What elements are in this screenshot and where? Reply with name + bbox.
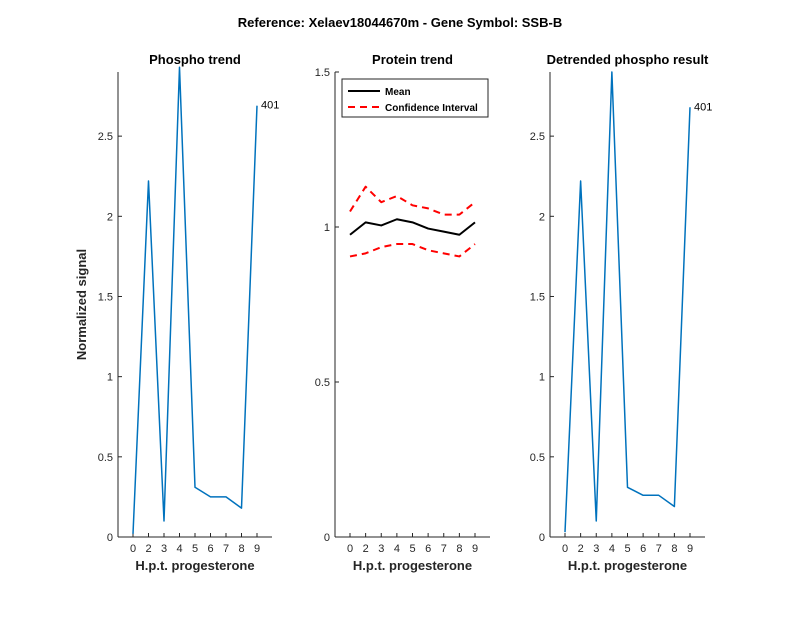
y-tick-label: 1.5 xyxy=(98,291,113,303)
x-tick-label: 3 xyxy=(378,543,384,555)
x-tick-label: 0 xyxy=(347,543,353,555)
legend-box xyxy=(341,78,489,118)
y-tick-label: 0 xyxy=(107,532,113,544)
subplot-title: Phospho trend xyxy=(149,52,241,67)
x-tick-label: 7 xyxy=(223,543,229,555)
legend-entry: Confidence Interval xyxy=(385,103,478,114)
y-tick-label: 0.5 xyxy=(530,452,545,464)
legend-entry: Mean xyxy=(385,87,411,98)
x-tick-label: 6 xyxy=(207,543,213,555)
x-tick-label: 5 xyxy=(624,543,630,555)
figure-suptitle: Reference: Xelaev18044670m - Gene Symbol… xyxy=(238,15,562,30)
x-tick-label: 7 xyxy=(656,543,662,555)
y-tick-label: 1.5 xyxy=(530,291,545,303)
x-tick-label: 3 xyxy=(593,543,599,555)
series-line xyxy=(132,66,258,534)
series-line xyxy=(564,71,691,533)
x-tick-label: 5 xyxy=(409,543,415,555)
x-tick-label: 0 xyxy=(562,543,568,555)
y-tick-label: 1 xyxy=(107,372,113,384)
x-tick-label: 8 xyxy=(238,543,244,555)
x-tick-label: 4 xyxy=(176,543,182,555)
x-tick-label: 8 xyxy=(671,543,677,555)
x-axis-label: H.p.t. progesterone xyxy=(353,558,472,573)
x-tick-label: 7 xyxy=(441,543,447,555)
x-tick-label: 2 xyxy=(145,543,151,555)
y-tick-label: 0 xyxy=(324,532,330,544)
x-tick-label: 8 xyxy=(456,543,462,555)
y-tick-label: 1.5 xyxy=(315,67,330,79)
series-line xyxy=(349,243,476,258)
y-tick-label: 0.5 xyxy=(315,377,330,389)
x-tick-label: 5 xyxy=(192,543,198,555)
subplot-title: Detrended phospho result xyxy=(547,52,709,67)
y-tick-label: 1 xyxy=(324,222,330,234)
point-annotation: 401 xyxy=(261,100,279,112)
legend: Mean Confidence Interval xyxy=(341,78,489,118)
series-line xyxy=(349,218,476,236)
subplot-title: Protein trend xyxy=(372,52,453,67)
x-tick-label: 9 xyxy=(254,543,260,555)
y-axis-label: Normalized signal xyxy=(74,249,89,360)
y-tick-label: 2 xyxy=(107,211,113,223)
y-tick-label: 0 xyxy=(539,532,545,544)
y-tick-label: 1 xyxy=(539,372,545,384)
y-tick-label: 2 xyxy=(539,211,545,223)
x-axis-label: H.p.t. progesterone xyxy=(135,558,254,573)
x-tick-label: 4 xyxy=(609,543,615,555)
x-tick-label: 2 xyxy=(363,543,369,555)
point-annotation: 401 xyxy=(694,101,712,113)
x-tick-label: 0 xyxy=(130,543,136,555)
x-axis-label: H.p.t. progesterone xyxy=(568,558,687,573)
x-tick-label: 6 xyxy=(640,543,646,555)
x-tick-label: 6 xyxy=(425,543,431,555)
y-tick-label: 2.5 xyxy=(98,131,113,143)
x-tick-label: 2 xyxy=(578,543,584,555)
y-tick-label: 0.5 xyxy=(98,452,113,464)
series-line xyxy=(349,185,476,216)
x-tick-label: 3 xyxy=(161,543,167,555)
y-tick-label: 2.5 xyxy=(530,131,545,143)
x-tick-label: 9 xyxy=(472,543,478,555)
x-tick-label: 4 xyxy=(394,543,400,555)
x-tick-label: 9 xyxy=(687,543,693,555)
